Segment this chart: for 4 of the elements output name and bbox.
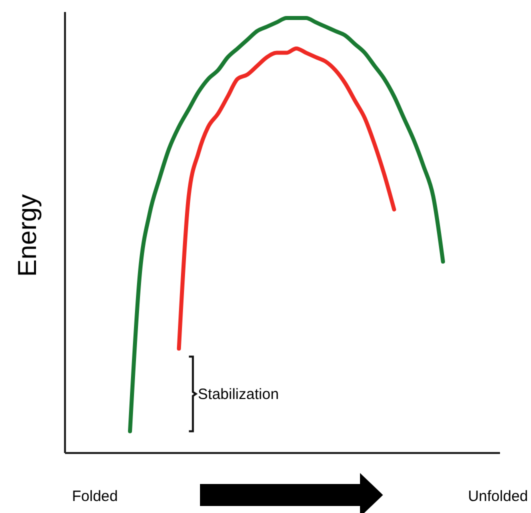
y-axis-title: Energy: [12, 194, 42, 277]
annotation: Stabilization: [198, 386, 279, 403]
text: Folded: [72, 488, 118, 505]
text: Unfolded: [468, 488, 528, 505]
